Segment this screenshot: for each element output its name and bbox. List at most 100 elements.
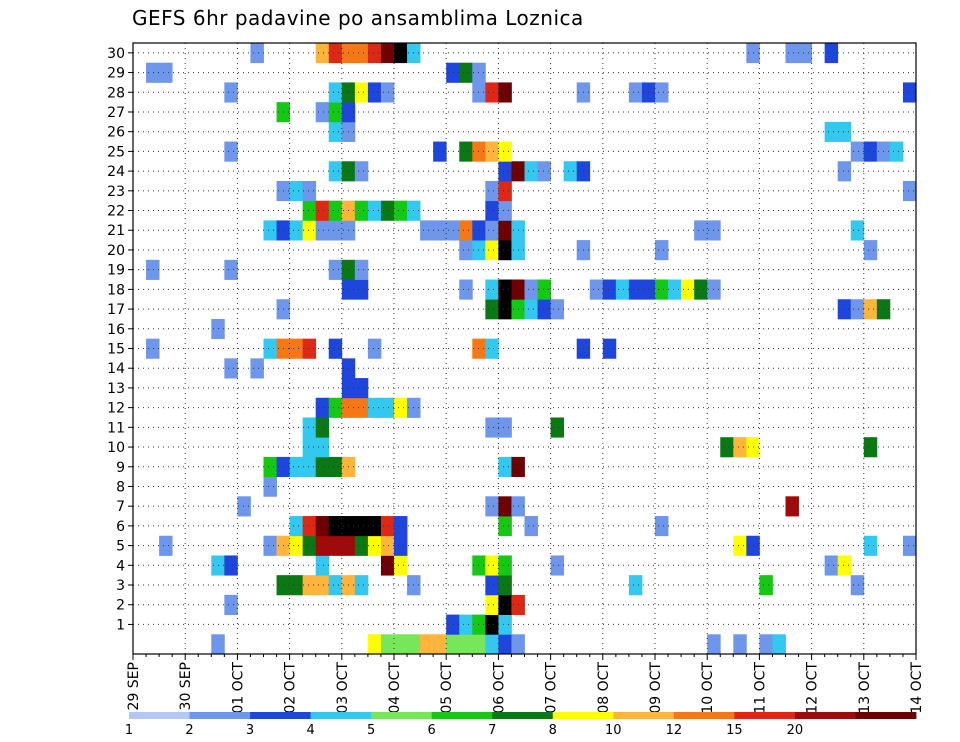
x-tick-label: 06 OCT xyxy=(491,662,507,714)
heatmap-cell xyxy=(367,516,382,537)
heatmap-cell xyxy=(824,43,839,64)
heatmap-cell xyxy=(433,220,447,241)
heatmap-cell xyxy=(354,161,369,182)
heatmap-cell xyxy=(824,555,839,576)
heatmap-cell xyxy=(498,496,512,517)
heatmap-cell xyxy=(328,456,343,478)
heatmap-cell xyxy=(328,535,343,556)
heatmap-cell xyxy=(367,200,382,221)
heatmap-cell xyxy=(263,338,277,359)
heatmap-cell xyxy=(354,516,369,537)
heatmap-cell xyxy=(315,555,330,576)
heatmap-cell xyxy=(289,180,304,202)
heatmap-cell xyxy=(380,43,395,64)
heatmap-cell xyxy=(224,141,238,162)
y-tick-label: 9 xyxy=(116,460,125,476)
heatmap-cell xyxy=(289,535,304,556)
heatmap-cell xyxy=(589,279,604,300)
heatmap-cell xyxy=(472,82,486,103)
heatmap-cell xyxy=(485,417,499,438)
heatmap-cell xyxy=(146,338,160,359)
heatmap-cell xyxy=(798,43,812,64)
heatmap-cell xyxy=(394,43,408,64)
legend-level-label: 12 xyxy=(666,723,683,738)
heatmap-cell xyxy=(302,516,317,537)
heatmap-cell xyxy=(315,535,330,556)
heatmap-cell xyxy=(863,141,878,162)
heatmap-cell xyxy=(394,200,408,221)
legend-swatch xyxy=(129,712,190,719)
heatmap-cell xyxy=(615,279,630,300)
heatmap-cell xyxy=(302,180,317,202)
y-tick-label: 27 xyxy=(107,105,125,121)
y-tick-label: 12 xyxy=(107,401,125,417)
heatmap-cell xyxy=(289,338,304,359)
legend-swatch xyxy=(310,712,372,719)
heatmap-cell xyxy=(354,575,369,596)
y-tick-label: 19 xyxy=(107,263,125,279)
heatmap-cell xyxy=(628,575,643,596)
heatmap-cell xyxy=(498,575,512,596)
heatmap-cell xyxy=(655,240,669,261)
heatmap-cell xyxy=(459,220,473,241)
heatmap-cell xyxy=(289,456,304,478)
heatmap-cell xyxy=(394,516,408,537)
heatmap-cell xyxy=(315,456,330,478)
heatmap-cell xyxy=(459,614,473,635)
heatmap-cell xyxy=(524,279,538,300)
heatmap-cell xyxy=(498,220,512,241)
heatmap-cell xyxy=(433,141,447,162)
heatmap-cell xyxy=(759,634,773,655)
y-tick-label: 25 xyxy=(107,144,125,160)
legend-level-label: 6 xyxy=(428,723,436,738)
legend-level-label: 5 xyxy=(367,723,375,738)
y-tick-label: 28 xyxy=(107,85,125,101)
heatmap-cell xyxy=(394,634,408,655)
heatmap-cell xyxy=(302,456,317,478)
heatmap-cell xyxy=(328,397,343,418)
heatmap-cell xyxy=(733,437,747,458)
heatmap-cell xyxy=(420,634,434,655)
x-tick-label: 04 OCT xyxy=(387,662,403,714)
legend-level-label: 7 xyxy=(488,723,496,738)
legend-swatch xyxy=(855,712,917,719)
heatmap-cell xyxy=(498,634,512,655)
y-tick-label: 21 xyxy=(107,223,125,239)
legend-swatch xyxy=(794,712,856,719)
heatmap-cell xyxy=(211,634,225,655)
heatmap-cell xyxy=(446,614,460,635)
y-tick-label: 30 xyxy=(107,46,125,62)
heatmap-cell xyxy=(720,437,734,458)
heatmap-cell xyxy=(837,161,852,182)
y-tick-label: 14 xyxy=(107,361,125,377)
heatmap-cell xyxy=(224,594,238,615)
heatmap-cell xyxy=(315,397,330,418)
heatmap-cell xyxy=(694,279,708,300)
heatmap-cell xyxy=(628,279,643,300)
heatmap-cell xyxy=(302,220,317,241)
heatmap-cell xyxy=(433,634,447,655)
heatmap-cell xyxy=(785,496,799,517)
heatmap-cell xyxy=(550,299,565,320)
heatmap-cell xyxy=(537,299,551,320)
heatmap-cell xyxy=(537,161,551,182)
heatmap-cell xyxy=(289,516,304,537)
heatmap-cell xyxy=(367,535,382,556)
heatmap-cell xyxy=(237,496,251,517)
heatmap-cell xyxy=(837,121,852,142)
y-tick-label: 7 xyxy=(116,499,125,515)
heatmap-cell xyxy=(837,299,852,320)
legend-level-label: 10 xyxy=(605,723,622,738)
heatmap-cell xyxy=(250,43,264,64)
heatmap-cell xyxy=(850,299,865,320)
heatmap-cell xyxy=(289,220,304,241)
legend-swatch xyxy=(613,712,675,719)
heatmap-cell xyxy=(472,614,486,635)
x-tick-label: 14 OCT xyxy=(909,662,925,714)
heatmap-cell xyxy=(537,279,551,300)
legend-level-label: 4 xyxy=(306,723,314,738)
heatmap-cell xyxy=(681,279,695,300)
y-tick-label: 20 xyxy=(107,243,125,259)
heatmap-cell xyxy=(459,62,473,83)
heatmap-cell xyxy=(550,555,565,576)
